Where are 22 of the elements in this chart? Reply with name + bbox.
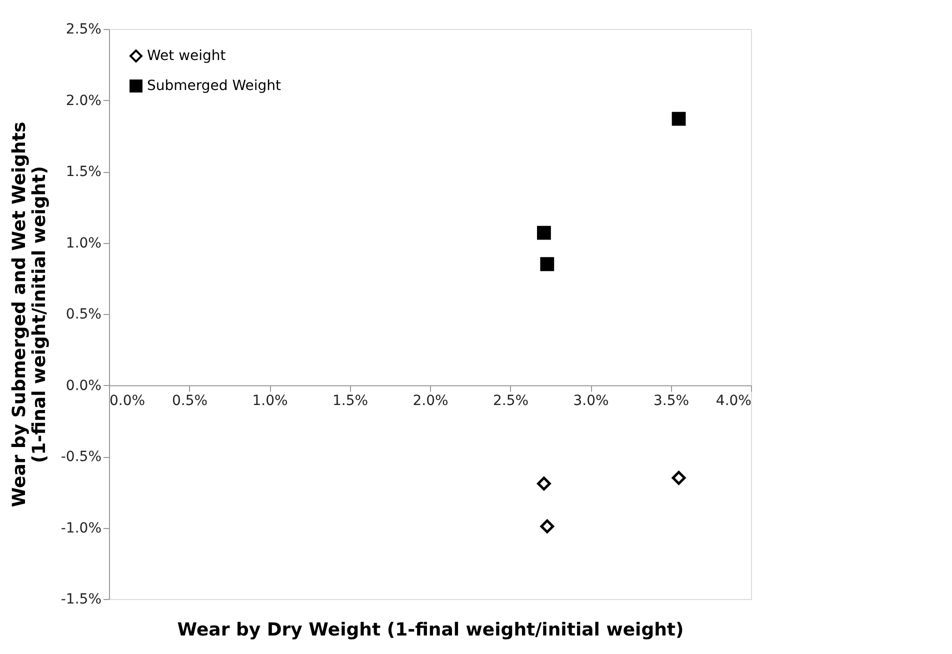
- y-tick-label: -1.0%: [60, 520, 102, 536]
- x-tick-label: 2.0%: [412, 392, 448, 409]
- y-tick-label: -1.5%: [60, 592, 102, 608]
- y-tick-label: 2.0%: [66, 92, 102, 109]
- x-tick-label: 0.5%: [172, 392, 208, 409]
- x-tick-label: 1.0%: [252, 392, 288, 409]
- y-tick-label: 2.5%: [66, 22, 102, 38]
- legend-label: Wet weight: [147, 48, 226, 64]
- y-tick-label: 0.5%: [66, 306, 102, 322]
- y-tick-label: 0.0%: [66, 378, 102, 394]
- y-axis-title: Wear by Submerged and Wet Weights (1-final weight/initial weight): [8, 122, 50, 508]
- y-tick-label: 1.5%: [66, 164, 102, 180]
- y-tick-label: -0.5%: [60, 449, 102, 465]
- x-tick-label: 2.5%: [492, 392, 529, 409]
- x-axis-title: Wear by Dry Weight (1-final weight/initial weight): [177, 620, 684, 640]
- y-tick-label: 1.0%: [66, 235, 102, 252]
- x-tick-label: 1.5%: [332, 392, 368, 409]
- x-tick-label: 3.0%: [573, 392, 609, 409]
- legend-label: Submerged Weight: [147, 78, 282, 94]
- x-tick-label: 4.0%: [716, 392, 752, 409]
- x-tick-label: 0.0%: [110, 392, 146, 409]
- x-tick-label: 3.5%: [653, 392, 690, 409]
